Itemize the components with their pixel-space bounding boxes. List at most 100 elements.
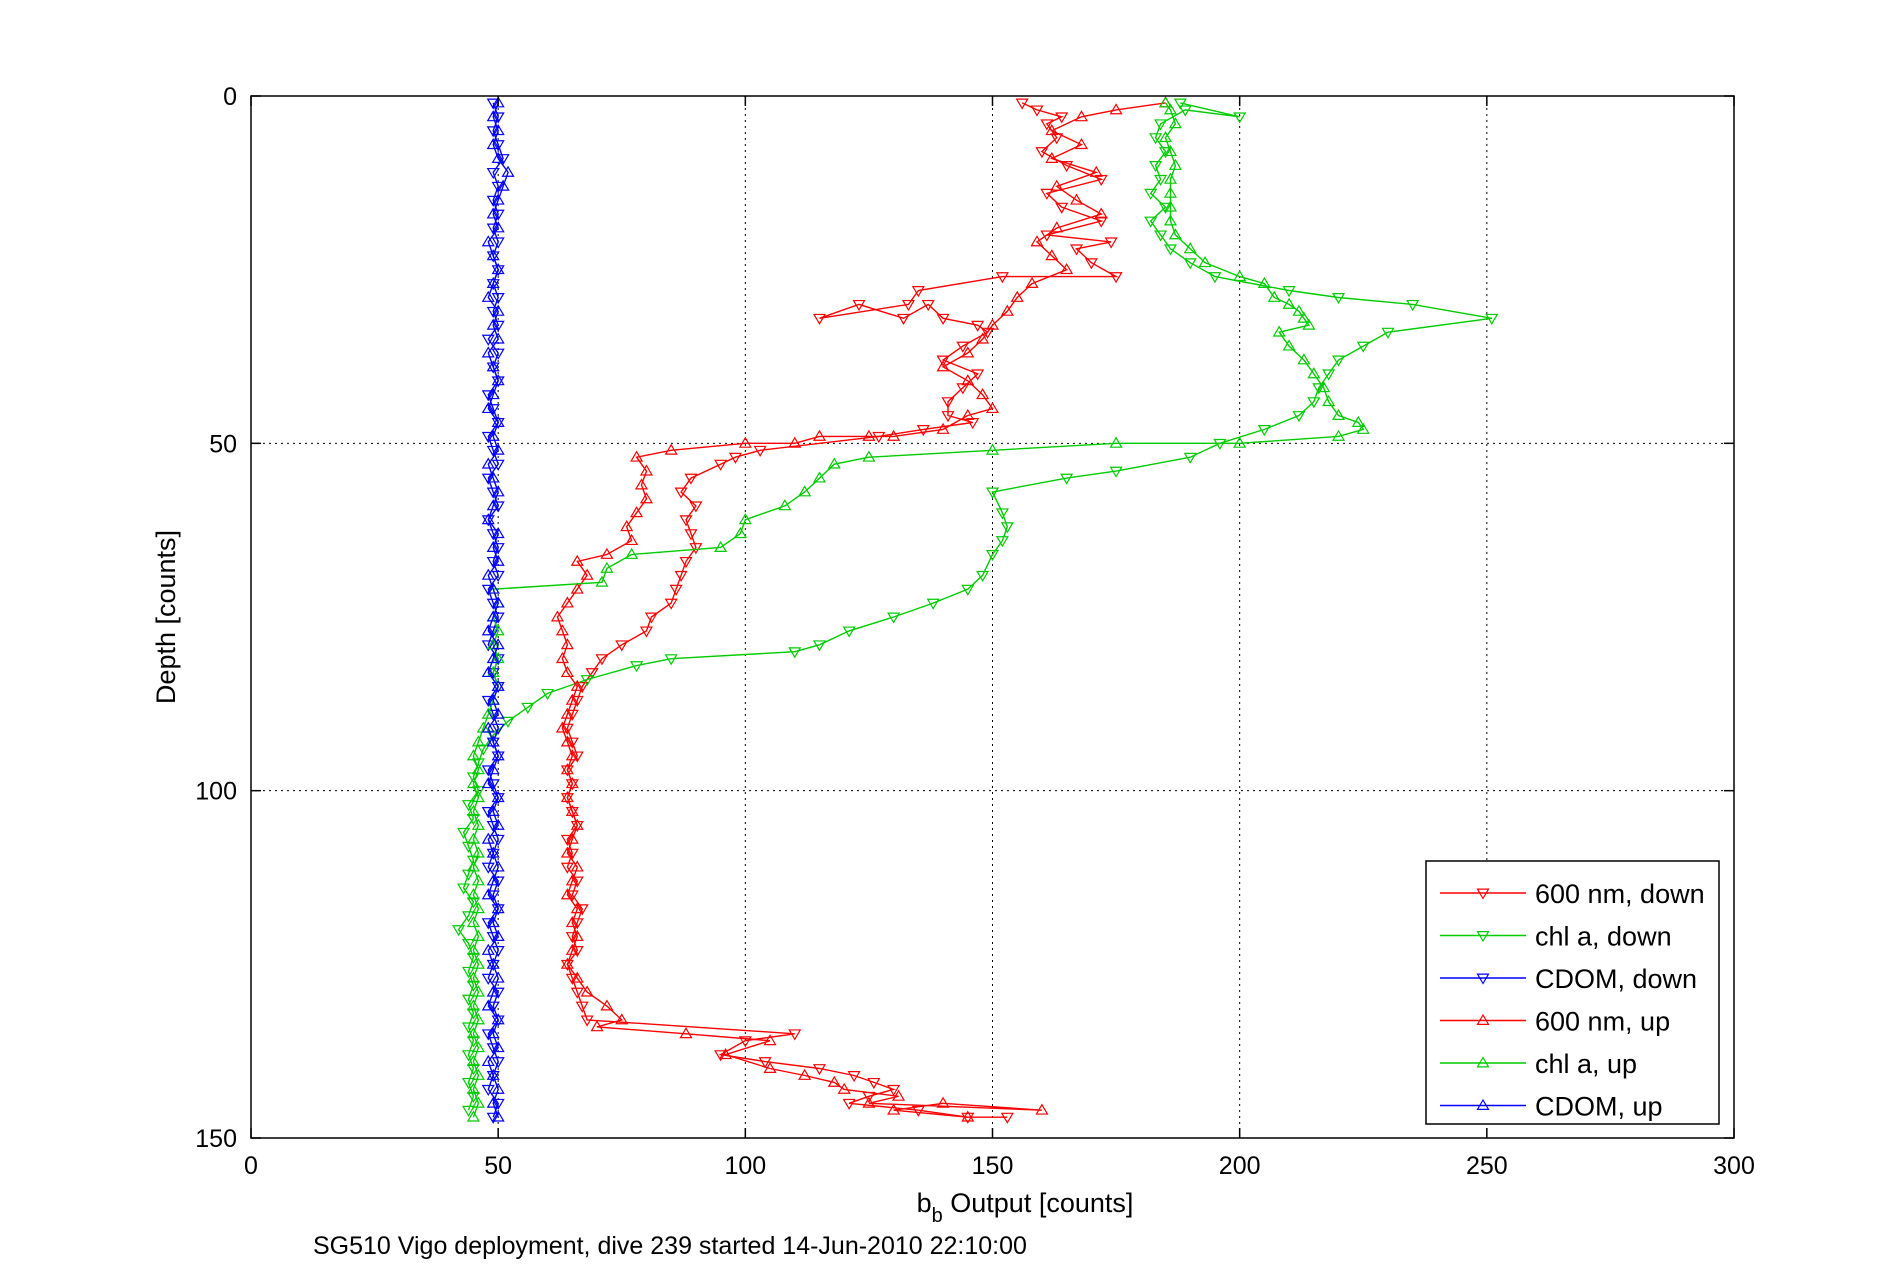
data-point-marker bbox=[461, 994, 476, 1006]
series-line bbox=[566, 102, 1119, 1118]
data-point-marker bbox=[615, 640, 629, 652]
data-point-marker bbox=[541, 688, 555, 701]
data-point-marker bbox=[565, 973, 579, 985]
data-point-marker bbox=[1069, 193, 1084, 205]
data-point-marker bbox=[1045, 124, 1059, 136]
data-point-marker bbox=[486, 249, 500, 261]
data-point-marker bbox=[452, 925, 466, 937]
data-point-marker bbox=[1485, 313, 1499, 325]
data-point-marker bbox=[1267, 290, 1281, 302]
data-point-marker bbox=[486, 499, 500, 511]
data-point-marker bbox=[486, 223, 500, 235]
data-point-marker bbox=[481, 1029, 495, 1041]
data-point-marker bbox=[486, 556, 500, 569]
data-point-marker bbox=[461, 1022, 476, 1034]
data-point-marker bbox=[486, 404, 500, 416]
data-point-marker bbox=[486, 251, 500, 263]
data-point-marker bbox=[486, 360, 500, 372]
data-point-marker bbox=[852, 299, 866, 312]
data-point-marker bbox=[738, 436, 752, 448]
data-point-marker bbox=[1109, 272, 1123, 284]
data-point-marker bbox=[491, 987, 505, 999]
data-point-marker bbox=[491, 543, 505, 555]
data-point-marker bbox=[486, 1043, 500, 1055]
data-point-marker bbox=[481, 568, 495, 580]
legend-entry: 600 nm, down bbox=[1440, 879, 1705, 909]
data-point-marker bbox=[486, 651, 500, 664]
data-point-marker bbox=[471, 818, 485, 830]
data-point-marker bbox=[985, 318, 1000, 330]
data-point-marker bbox=[1040, 230, 1054, 242]
data-point-marker bbox=[471, 985, 485, 997]
data-point-marker bbox=[1069, 244, 1084, 256]
series-600-nm-up bbox=[550, 96, 1173, 1122]
data-point-marker bbox=[565, 890, 579, 902]
data-point-marker bbox=[491, 860, 505, 872]
data-point-marker bbox=[486, 98, 500, 110]
data-point-marker bbox=[639, 626, 654, 638]
data-point-marker bbox=[1158, 147, 1173, 159]
data-point-marker bbox=[486, 626, 500, 638]
y-axis-label: Depth [counts] bbox=[151, 530, 181, 704]
legend: 600 nm, down chl a, down CDOM, down 600 nm,… bbox=[1425, 860, 1720, 1125]
series-line bbox=[457, 102, 1492, 1111]
data-point-marker bbox=[560, 596, 574, 608]
data-point-marker bbox=[1084, 258, 1098, 270]
data-point-marker bbox=[491, 790, 505, 803]
data-point-marker bbox=[491, 320, 505, 332]
data-point-marker bbox=[486, 890, 500, 902]
data-point-marker bbox=[1322, 394, 1336, 407]
data-point-marker bbox=[560, 638, 574, 650]
legend-swatch-marker bbox=[1476, 1098, 1490, 1110]
data-point-marker bbox=[689, 543, 703, 555]
data-point-marker bbox=[1208, 272, 1222, 284]
data-point-marker bbox=[486, 1027, 500, 1039]
data-point-marker bbox=[827, 1075, 841, 1087]
data-point-marker bbox=[847, 1071, 861, 1083]
series-line bbox=[487, 102, 509, 1118]
data-point-marker bbox=[481, 290, 495, 302]
data-point-marker bbox=[466, 749, 480, 761]
data-point-marker bbox=[471, 846, 485, 858]
data-point-marker bbox=[887, 612, 901, 624]
data-point-marker bbox=[570, 902, 584, 914]
x-tick-label: 200 bbox=[1219, 1152, 1261, 1180]
data-point-marker bbox=[1282, 286, 1296, 298]
data-point-marker bbox=[1015, 98, 1029, 110]
data-point-marker bbox=[481, 457, 495, 469]
data-point-marker bbox=[481, 515, 495, 527]
data-point-marker bbox=[738, 1036, 752, 1048]
data-point-marker bbox=[639, 464, 654, 476]
data-point-marker bbox=[570, 582, 584, 594]
data-point-marker bbox=[491, 124, 505, 136]
data-point-marker bbox=[956, 341, 970, 353]
data-point-marker bbox=[674, 487, 688, 499]
data-point-marker bbox=[798, 1068, 812, 1080]
data-point-marker bbox=[486, 959, 500, 972]
data-point-marker bbox=[521, 702, 535, 714]
data-point-marker bbox=[1104, 237, 1118, 249]
legend-entry: chl a, down bbox=[1440, 922, 1672, 952]
data-point-marker bbox=[565, 804, 579, 816]
data-point-marker bbox=[1050, 179, 1064, 191]
data-point-marker bbox=[1351, 415, 1365, 427]
grid-layer bbox=[251, 96, 1734, 1138]
data-point-marker bbox=[1183, 242, 1197, 254]
data-point-marker bbox=[1312, 383, 1326, 395]
data-point-marker bbox=[491, 834, 505, 846]
data-point-marker bbox=[491, 501, 505, 513]
data-point-marker bbox=[872, 431, 886, 444]
data-point-marker bbox=[486, 276, 500, 289]
data-point-marker bbox=[664, 443, 678, 455]
data-point-marker bbox=[887, 429, 901, 441]
data-point-marker bbox=[501, 165, 515, 177]
data-point-marker bbox=[481, 777, 495, 789]
data-point-marker bbox=[565, 779, 579, 791]
data-point-marker bbox=[1292, 411, 1306, 423]
data-point-marker bbox=[1302, 318, 1316, 330]
data-point-marker bbox=[812, 640, 827, 652]
data-point-marker bbox=[1154, 230, 1168, 242]
data-point-marker bbox=[1158, 202, 1173, 214]
data-point-marker bbox=[486, 279, 500, 291]
data-point-marker bbox=[486, 915, 500, 928]
